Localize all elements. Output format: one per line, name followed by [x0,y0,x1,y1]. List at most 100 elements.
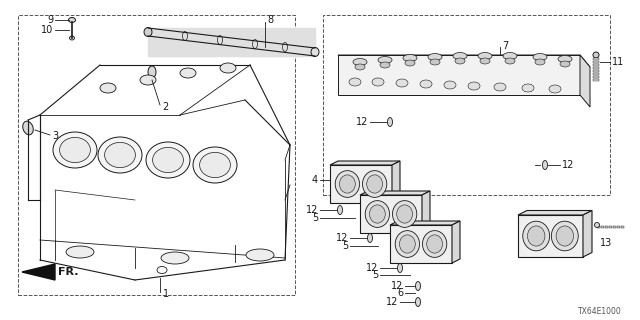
Ellipse shape [337,205,342,214]
Ellipse shape [399,235,415,253]
Text: 1: 1 [163,289,169,299]
Ellipse shape [396,231,420,257]
Text: 12: 12 [390,281,403,291]
Polygon shape [22,264,55,280]
Ellipse shape [427,235,442,253]
Ellipse shape [430,59,440,65]
Ellipse shape [397,205,413,223]
Polygon shape [360,191,430,195]
Bar [613,226,616,228]
Text: 2: 2 [162,102,168,112]
Polygon shape [422,191,430,233]
Ellipse shape [104,142,136,168]
Ellipse shape [144,28,152,36]
Text: 13: 13 [600,238,612,248]
Ellipse shape [397,263,403,273]
Text: 3: 3 [52,131,58,141]
Text: 12: 12 [335,233,348,243]
Bar [605,226,608,228]
Ellipse shape [556,226,573,246]
Ellipse shape [152,148,184,172]
Text: 12: 12 [562,160,574,170]
Polygon shape [338,55,590,67]
Ellipse shape [335,171,360,197]
Polygon shape [518,211,592,215]
Ellipse shape [593,52,599,58]
Bar [18,15,295,295]
Ellipse shape [200,152,230,178]
Ellipse shape [392,201,417,228]
Ellipse shape [478,52,492,60]
Ellipse shape [70,36,74,40]
Polygon shape [580,55,590,107]
Ellipse shape [503,52,517,60]
Ellipse shape [453,52,467,60]
Ellipse shape [428,53,442,60]
Bar [593,64,599,66]
Ellipse shape [522,84,534,92]
Ellipse shape [480,58,490,64]
Ellipse shape [405,60,415,66]
Ellipse shape [505,58,515,64]
Polygon shape [518,215,583,257]
Text: 5: 5 [312,213,318,223]
Polygon shape [338,55,580,95]
Text: 12: 12 [386,297,398,307]
Polygon shape [583,211,592,257]
Ellipse shape [533,53,547,60]
Ellipse shape [369,205,385,223]
Bar [597,226,600,228]
Ellipse shape [68,18,76,22]
Ellipse shape [420,80,432,88]
Polygon shape [390,221,460,225]
Ellipse shape [415,298,420,307]
Ellipse shape [455,58,465,64]
Ellipse shape [367,234,372,243]
Ellipse shape [380,62,390,68]
Ellipse shape [549,85,561,93]
Text: 4: 4 [312,175,318,185]
Ellipse shape [444,81,456,89]
Ellipse shape [560,61,570,67]
Bar [593,76,599,78]
Text: 6: 6 [397,288,403,298]
Text: 8: 8 [267,15,273,25]
Polygon shape [360,195,422,233]
Ellipse shape [403,54,417,61]
Ellipse shape [387,117,392,126]
Bar [593,70,599,72]
Ellipse shape [365,201,390,228]
Ellipse shape [161,252,189,264]
Bar [609,226,612,228]
Ellipse shape [98,137,142,173]
Text: 11: 11 [612,57,624,67]
Bar [601,226,604,228]
Ellipse shape [140,75,156,85]
Text: 7: 7 [502,41,508,51]
Ellipse shape [415,282,420,291]
Bar [593,79,599,81]
Polygon shape [390,225,452,263]
Bar [593,67,599,69]
Ellipse shape [558,55,572,62]
Text: 5: 5 [342,241,348,251]
Text: 12: 12 [365,263,378,273]
Ellipse shape [468,82,480,90]
Ellipse shape [595,222,600,228]
Ellipse shape [146,142,190,178]
Ellipse shape [551,221,579,251]
Ellipse shape [349,78,361,86]
Ellipse shape [543,161,547,170]
Ellipse shape [246,249,274,261]
Ellipse shape [527,226,545,246]
Ellipse shape [60,137,90,163]
Text: 9: 9 [47,15,53,25]
Text: 10: 10 [41,25,53,35]
Ellipse shape [378,57,392,63]
Ellipse shape [193,147,237,183]
Text: 5: 5 [372,270,378,280]
Ellipse shape [396,79,408,87]
Ellipse shape [535,59,545,65]
Ellipse shape [422,231,447,257]
Polygon shape [452,221,460,263]
